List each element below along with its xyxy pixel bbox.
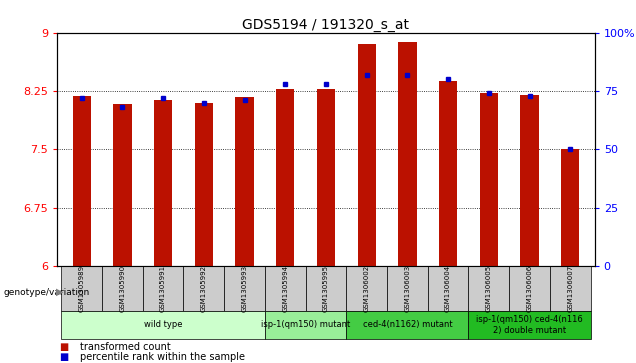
Bar <box>520 95 539 266</box>
Bar <box>61 311 265 339</box>
Text: GSM1305990: GSM1305990 <box>120 265 125 312</box>
Bar <box>398 42 417 266</box>
Bar <box>347 266 387 311</box>
Text: GSM1305995: GSM1305995 <box>323 265 329 312</box>
Bar <box>154 99 172 266</box>
Text: GSM1305989: GSM1305989 <box>79 265 85 312</box>
Bar <box>224 266 265 311</box>
Bar <box>387 266 428 311</box>
Bar <box>276 89 294 266</box>
Bar <box>265 266 305 311</box>
Text: ced-4(n1162) mutant: ced-4(n1162) mutant <box>363 320 452 329</box>
Title: GDS5194 / 191320_s_at: GDS5194 / 191320_s_at <box>242 18 410 32</box>
Bar <box>428 266 469 311</box>
Text: GSM1305993: GSM1305993 <box>242 265 247 312</box>
Bar <box>347 311 469 339</box>
Bar <box>235 97 254 266</box>
Bar <box>102 266 142 311</box>
Bar <box>357 44 376 266</box>
Text: ■: ■ <box>59 342 69 352</box>
Text: GSM1306004: GSM1306004 <box>445 265 451 312</box>
Text: transformed count: transformed count <box>80 342 170 352</box>
Bar <box>509 266 550 311</box>
Text: isp-1(qm150) mutant: isp-1(qm150) mutant <box>261 320 350 329</box>
Bar <box>113 104 132 266</box>
Bar <box>317 89 335 266</box>
Text: GSM1306007: GSM1306007 <box>567 265 573 312</box>
Text: GSM1306003: GSM1306003 <box>404 265 410 312</box>
Bar <box>73 97 91 266</box>
Bar <box>480 93 498 266</box>
Text: isp-1(qm150) ced-4(n116
2) double mutant: isp-1(qm150) ced-4(n116 2) double mutant <box>476 315 583 335</box>
Bar <box>265 311 347 339</box>
Bar <box>183 266 224 311</box>
Text: GSM1306006: GSM1306006 <box>527 265 532 312</box>
Text: GSM1305992: GSM1305992 <box>201 265 207 312</box>
Bar <box>439 81 457 266</box>
Text: wild type: wild type <box>144 320 183 329</box>
Bar <box>550 266 591 311</box>
Bar <box>195 103 213 266</box>
Bar <box>469 266 509 311</box>
Bar <box>469 311 591 339</box>
Text: GSM1306005: GSM1306005 <box>486 265 492 312</box>
Text: GSM1305991: GSM1305991 <box>160 265 166 312</box>
Text: genotype/variation: genotype/variation <box>3 288 90 297</box>
Bar <box>561 149 579 266</box>
Text: percentile rank within the sample: percentile rank within the sample <box>80 352 245 362</box>
Bar <box>142 266 183 311</box>
Text: GSM1305994: GSM1305994 <box>282 265 288 312</box>
Text: ▶: ▶ <box>56 287 64 297</box>
Text: GSM1306002: GSM1306002 <box>364 265 370 312</box>
Bar <box>305 266 347 311</box>
Bar <box>61 266 102 311</box>
Text: ■: ■ <box>59 352 69 362</box>
